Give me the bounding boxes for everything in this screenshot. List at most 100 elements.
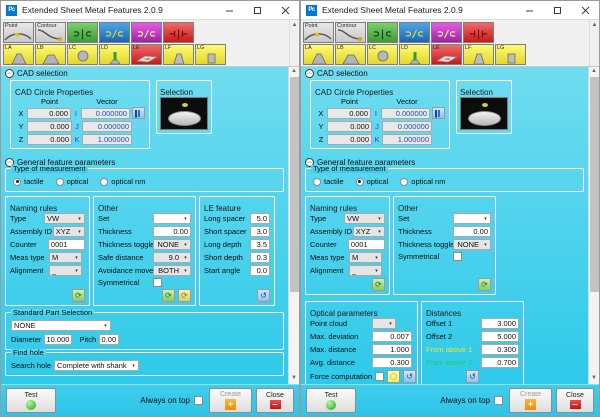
scroll-thumb[interactable] [589,77,599,292]
max-distance-field[interactable]: 1.000 [372,344,412,355]
radio-tactile[interactable] [313,177,321,186]
point-x-field[interactable]: 0.000 [326,107,372,119]
section-cad-selection[interactable]: ︿ CAD selection [301,67,588,79]
section-cad-selection[interactable]: ︿ CAD selection [1,67,288,79]
type-select[interactable]: VW ▾ [44,213,85,224]
radio-tactile[interactable] [13,177,21,186]
toolbar-la-button[interactable]: LA [303,44,334,65]
long-depth-field[interactable]: 3.5 [250,239,270,250]
symmetrical-checkbox[interactable] [153,278,162,287]
toolbar-feature-red-button[interactable]: ⊣|⊢ [163,22,194,43]
alignment-select[interactable]: _ ▾ [349,265,382,276]
thickness-field[interactable]: 0.00 [453,226,491,237]
toolbar-feature-blue-button[interactable]: ⊃/⊂ [399,22,430,43]
avg-distance-field[interactable]: 0.300 [372,357,412,368]
maximize-icon[interactable] [243,1,271,20]
toolbar-point-button[interactable]: Point [303,22,334,43]
close-button[interactable]: Close – [556,388,594,413]
from-above-2-field[interactable]: 0.700 [481,357,519,368]
toolbar-feature-magenta-button[interactable]: ⊃/⊂ [431,22,462,43]
radio-optical[interactable] [355,177,364,186]
toolbar-le-button[interactable]: LE [431,44,462,65]
assembly-id-select[interactable]: XYZ ▾ [52,226,85,237]
chevron-up-icon[interactable]: ︿ [5,158,14,167]
other-reset-icon[interactable]: ⟳ [178,289,191,302]
toolbar-feature-red-button[interactable]: ⊣|⊢ [463,22,494,43]
scroll-down-arrow[interactable]: ▼ [591,375,597,381]
yellow-ring-icon[interactable] [387,370,401,383]
scroll-up-arrow[interactable]: ▲ [291,68,297,74]
vector-k-field[interactable]: 1.000000 [382,134,432,145]
optical-undo-icon[interactable]: ↺ [403,370,417,383]
vector-j-field[interactable]: 0.000000 [82,121,132,132]
point-z-field[interactable]: 0.000 [327,134,372,145]
point-y-field[interactable]: 0.000 [327,121,372,132]
counter-field[interactable]: 0001 [347,239,385,250]
point-cloud-select[interactable]: ▾ [372,318,396,329]
radio-optical-nm[interactable] [100,177,109,186]
other-refresh-icon[interactable]: ⟳ [478,278,491,291]
thickness-field[interactable]: 0.00 [153,226,191,237]
point-y-field[interactable]: 0.000 [27,121,72,132]
content-scrollbar[interactable]: ▲ ▼ [288,67,299,384]
standard-part-select[interactable]: NONE ▾ [11,320,111,331]
toolbar-lc-button[interactable]: LC [67,44,98,65]
point-x-field[interactable]: 0.000 [26,107,72,119]
toolbar-lc-button[interactable]: LC [367,44,398,65]
selection-preview[interactable] [460,97,508,130]
counter-field[interactable]: 0001 [47,239,85,250]
toolbar-feature-magenta-button[interactable]: ⊃/⊂ [131,22,162,43]
max-deviation-field[interactable]: 0.007 [372,331,412,342]
meas-type-select[interactable]: M ▾ [349,252,382,263]
toolbar-feature-green-button[interactable]: ⊃|⊂ [67,22,98,43]
set-select[interactable]: ▾ [453,213,491,224]
toolbar-feature-green-button[interactable]: ⊃|⊂ [367,22,398,43]
point-z-field[interactable]: 0.000 [27,134,72,145]
chevron-up-icon[interactable]: ︿ [5,69,14,78]
diameter-field[interactable]: 10.000 [44,334,73,345]
thickness-toggle-select[interactable]: NONE ▾ [453,239,491,250]
selection-preview[interactable] [160,97,208,130]
minimize-icon[interactable] [515,1,543,20]
maximize-icon[interactable] [543,1,571,20]
start-angle-field[interactable]: 0.0 [250,265,270,276]
toolbar-contour-button[interactable]: Contour [335,22,366,43]
assembly-id-select[interactable]: XYZ ▾ [352,226,385,237]
toolbar-la-button[interactable]: LA [3,44,34,65]
thickness-toggle-select[interactable]: NONE ▾ [153,239,191,250]
le-undo-icon[interactable]: ↺ [257,289,270,302]
search-hole-select[interactable]: Complete with shank ▾ [54,360,140,371]
safe-distance-select[interactable]: 9.0 ▾ [153,252,191,263]
toolbar-scroll-up[interactable]: ▲ [589,20,599,66]
scroll-thumb[interactable] [289,77,299,292]
toolbar-lf-button[interactable]: LF [163,44,194,65]
meas-type-select[interactable]: M ▾ [49,252,82,263]
toolbar-contour-button[interactable]: Contour [35,22,66,43]
short-spacer-field[interactable]: 3.0 [250,226,270,237]
radio-optical-nm[interactable] [400,177,409,186]
toolbar-lb-button[interactable]: LB [35,44,66,65]
offset-2-field[interactable]: 5.000 [481,331,519,342]
chevron-up-icon[interactable]: ︿ [305,158,314,167]
short-depth-field[interactable]: 0.3 [250,252,270,263]
toolbar-lf-button[interactable]: LF [463,44,494,65]
close-button[interactable]: Close – [256,388,294,413]
close-icon[interactable] [271,1,299,20]
vector-i-field[interactable]: 0.000000 [80,107,130,119]
section-general-feature-parameters[interactable]: ︿ General feature parameters [301,156,588,168]
set-select[interactable]: ▾ [153,213,191,224]
always-on-top-checkbox[interactable] [494,396,503,405]
chevron-up-icon[interactable]: ︿ [305,69,314,78]
test-button[interactable]: Test [306,388,356,413]
vector-k-field[interactable]: 1.000000 [82,134,132,145]
test-button[interactable]: Test [6,388,56,413]
vector-i-field[interactable]: 0.000000 [380,107,430,119]
naming-refresh-icon[interactable]: ⟳ [72,289,85,302]
avoidance-move-select[interactable]: BOTH ▾ [153,265,191,276]
alignment-select[interactable]: _ ▾ [49,265,82,276]
flip-vector-icon[interactable] [431,107,445,119]
type-select[interactable]: VW ▾ [344,213,385,224]
force-computation-checkbox[interactable] [375,372,385,381]
long-spacer-field[interactable]: 5.0 [250,213,270,224]
from-above-1-field[interactable]: 0.300 [481,344,519,355]
